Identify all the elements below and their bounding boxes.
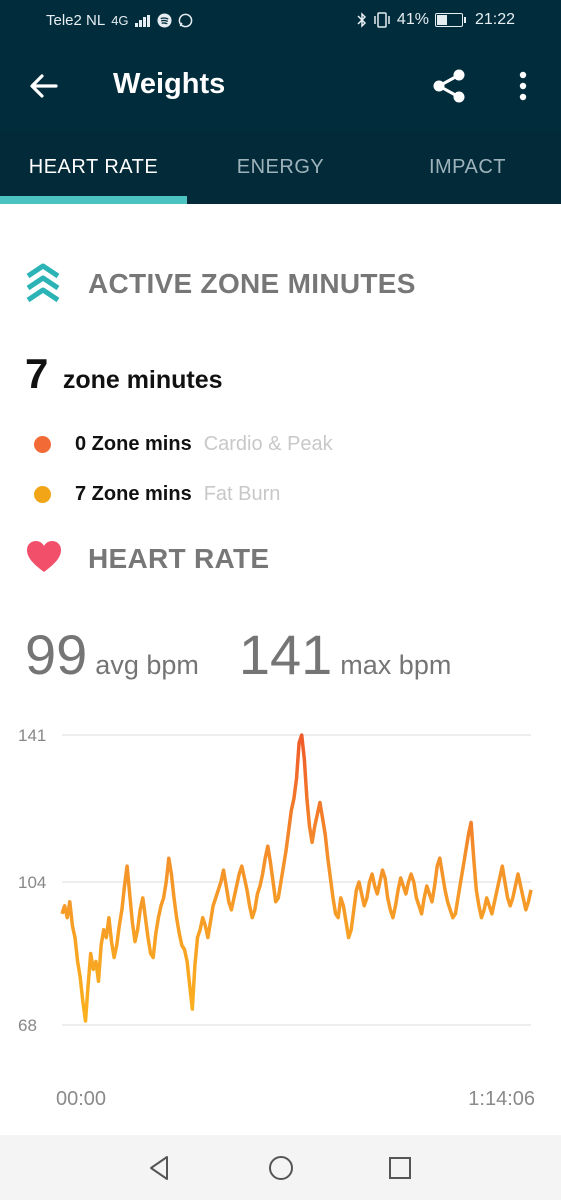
zone-name: Fat Burn [203, 483, 281, 505]
zone-mins: 7 Zone mins [75, 483, 192, 505]
heart-rate-chart: 141 104 68 00:00 1:14:06 [18, 726, 535, 1110]
status-right: 41% 21:22 [357, 11, 515, 29]
app-bar: Weights [0, 42, 561, 130]
avg-bpm-value: 99 [25, 623, 88, 686]
arrow-left-icon[interactable] [26, 66, 62, 106]
system-nav-bar [0, 1135, 561, 1200]
fatburn-dot [34, 486, 51, 503]
max-bpm-value: 141 [238, 623, 333, 686]
heart-rate-line [60, 733, 533, 1023]
y-tick-label: 68 [18, 1016, 37, 1035]
cardio-dot [34, 436, 51, 453]
y-tick-label: 104 [18, 873, 46, 892]
zone-mins: 0 Zone mins [75, 433, 192, 455]
vibrate-icon [374, 12, 390, 28]
nav-home-icon[interactable] [266, 1153, 296, 1183]
whatsapp-icon [178, 13, 192, 28]
battery-icon [434, 13, 466, 27]
spotify-icon [157, 13, 172, 28]
x-tick-label-end: 1:14:06 [468, 1088, 535, 1110]
zone-total-label: zone minutes [62, 366, 223, 394]
y-tick-label: 141 [18, 726, 46, 745]
zone-name: Cardio & Peak [203, 433, 333, 455]
carrier-label: Tele2 NL [46, 12, 106, 29]
avg-bpm-label: avg bpm [95, 650, 199, 680]
tab-heart-rate[interactable]: HEART RATE [28, 155, 159, 178]
share-icon[interactable] [430, 66, 468, 106]
tab-impact[interactable]: IMPACT [428, 155, 507, 178]
nav-back-icon[interactable] [145, 1153, 175, 1183]
heart-icon [27, 541, 61, 572]
max-bpm-label: max bpm [340, 650, 452, 680]
heart-rate-stats: 99 avg bpm 141 max bpm [25, 622, 491, 687]
nav-recents-icon[interactable] [385, 1153, 415, 1183]
azm-heading: ACTIVE ZONE MINUTES [88, 268, 416, 299]
battery-percent: 41% [396, 11, 429, 28]
signal-icon [134, 14, 150, 27]
zone-row-cardio: 0 Zone mins Cardio & Peak [34, 433, 333, 456]
zone-total-value: 7 [25, 350, 49, 397]
more-vert-icon[interactable] [508, 68, 538, 106]
bluetooth-icon [357, 12, 366, 28]
zone-total: 7 zone minutes [25, 350, 223, 398]
status-left: Tele2 NL 4G [46, 12, 193, 29]
tab-bar: HEART RATE ENERGY IMPACT [0, 130, 561, 204]
network-label: 4G [111, 13, 129, 28]
zone-row-fatburn: 7 Zone mins Fat Burn [34, 483, 280, 506]
tab-indicator [0, 196, 187, 204]
status-bar: Tele2 NL 4G 41% 21:22 [0, 0, 561, 42]
x-tick-label-start: 00:00 [56, 1088, 106, 1110]
tab-energy[interactable]: ENERGY [236, 155, 325, 178]
active-zone-minutes-icon [26, 263, 60, 303]
page-title: Weights [113, 68, 226, 100]
clock: 21:22 [474, 11, 515, 28]
heart-rate-heading: HEART RATE [88, 543, 270, 574]
